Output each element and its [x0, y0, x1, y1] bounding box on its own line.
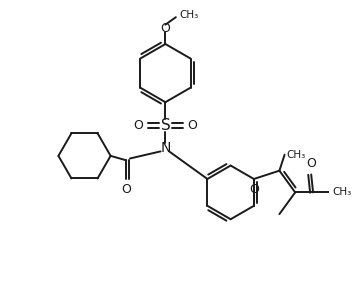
Text: O: O: [306, 157, 316, 170]
Text: N: N: [160, 141, 171, 156]
Text: CH₃: CH₃: [333, 187, 352, 197]
Text: CH₃: CH₃: [180, 10, 199, 20]
Text: O: O: [121, 184, 131, 197]
Text: O: O: [249, 184, 259, 197]
Text: O: O: [161, 22, 170, 35]
Text: S: S: [161, 118, 170, 133]
Text: O: O: [133, 119, 143, 132]
Text: CH₃: CH₃: [287, 150, 306, 160]
Text: O: O: [188, 119, 197, 132]
